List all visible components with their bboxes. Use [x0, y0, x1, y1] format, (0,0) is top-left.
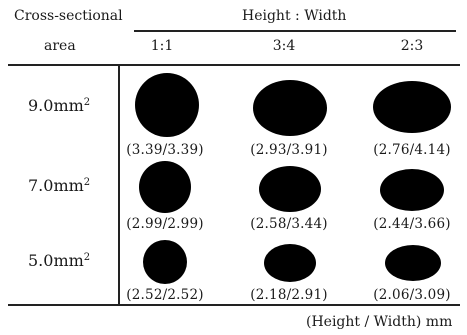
- area-exponent: 2: [83, 177, 91, 188]
- area-value: 5.0mm: [28, 251, 84, 270]
- cross-section-ellipse: [135, 73, 199, 137]
- dimension-label: (2.58/3.44): [250, 216, 328, 232]
- units-note: (Height / Width) mm: [306, 314, 453, 330]
- area-exponent: 2: [83, 97, 91, 108]
- cross-section-ellipse: [380, 169, 444, 211]
- dimension-label: (3.39/3.39): [126, 142, 204, 158]
- dimension-label: (2.52/2.52): [126, 287, 204, 303]
- table-bottom-rule: [8, 304, 460, 306]
- cross-section-ellipse: [264, 244, 316, 282]
- column-header-3-4: 3:4: [272, 38, 296, 54]
- dimension-label: (2.44/3.66): [373, 216, 451, 232]
- row-header-line1: Cross-sectional: [14, 8, 123, 24]
- header-bottom-rule: [8, 64, 460, 66]
- dimension-label: (2.99/2.99): [126, 216, 204, 232]
- row-label-7mm2: 7.0mm2: [28, 176, 90, 195]
- cross-section-ellipse: [253, 80, 327, 136]
- row-label-9mm2: 9.0mm2: [28, 96, 90, 115]
- row-label-5mm2: 5.0mm2: [28, 251, 90, 270]
- row-header-line2: area: [44, 38, 76, 54]
- cross-section-ellipse: [385, 245, 441, 281]
- column-header-1-1: 1:1: [150, 38, 174, 54]
- row-label-divider: [118, 64, 120, 306]
- column-header-2-3: 2:3: [400, 38, 424, 54]
- group-header: Height : Width: [242, 8, 347, 24]
- cross-section-ellipse: [143, 240, 187, 284]
- cross-section-ellipse: [259, 166, 321, 212]
- dimension-label: (2.76/4.14): [373, 142, 451, 158]
- dimension-label: (2.93/3.91): [250, 142, 328, 158]
- area-value: 7.0mm: [28, 176, 84, 195]
- group-header-rule: [134, 30, 456, 32]
- area-value: 9.0mm: [28, 96, 84, 115]
- cross-section-ellipse: [139, 161, 191, 213]
- dimension-label: (2.18/2.91): [250, 287, 328, 303]
- area-exponent: 2: [83, 252, 91, 263]
- dimension-label: (2.06/3.09): [373, 287, 451, 303]
- cross-section-ellipse: [373, 81, 451, 133]
